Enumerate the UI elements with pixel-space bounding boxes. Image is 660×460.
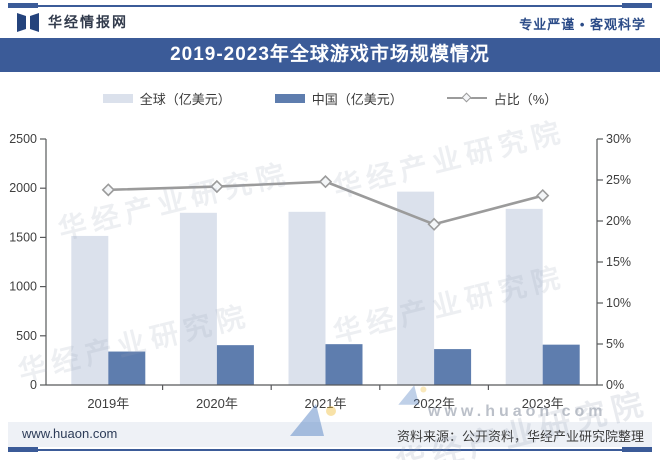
svg-text:2019年: 2019年 (87, 396, 129, 411)
footer-bar (8, 422, 652, 447)
svg-text:2021年: 2021年 (305, 396, 347, 411)
ratio-marker-diamond-icon (427, 217, 441, 231)
global-bar-swatch (102, 93, 133, 103)
legend-item-ratio: 占比（%） (446, 89, 558, 108)
top-border-line (8, 5, 652, 7)
page-title: 2019-2023年全球游戏市场规模情况 (170, 44, 490, 65)
svg-text:15%: 15% (606, 255, 631, 269)
border-cap (622, 3, 652, 8)
title-banner: 2019-2023年全球游戏市场规模情况 (0, 38, 660, 72)
legend-item-china: 中国（亿美元） (274, 89, 403, 108)
legend-label: 中国（亿美元） (311, 91, 403, 107)
svg-text:1000: 1000 (9, 280, 37, 294)
chart-canvas: 0 500 1000 1500 2000 2500 0% 5% 10% 15% 20% 25% 30% 2… (9, 132, 631, 411)
legend-label: 占比（%） (493, 91, 558, 107)
chart-legend: 全球（亿美元） 中国（亿美元） 占比（%） (0, 86, 660, 110)
svg-text:2023年: 2023年 (522, 396, 564, 411)
footer-source-note: 资料来源：公开资料，华经产业研究院整理 (396, 429, 644, 444)
svg-text:30%: 30% (606, 132, 631, 146)
border-cap (8, 447, 38, 452)
svg-text:2022年: 2022年 (413, 396, 455, 411)
tagline: 专业严谨 • 客观科学 (519, 17, 646, 32)
svg-text:10%: 10% (606, 296, 631, 310)
left-axis-labels: 0 500 1000 1500 2000 2500 (9, 132, 46, 392)
svg-text:0: 0 (30, 378, 37, 392)
border-cap (8, 3, 38, 8)
svg-text:20%: 20% (606, 214, 631, 228)
svg-text:5%: 5% (606, 337, 624, 351)
svg-text:1500: 1500 (9, 230, 37, 244)
bottom-border-line (8, 449, 652, 451)
svg-text:2020年: 2020年 (196, 396, 238, 411)
ratio-marker-diamond-icon (101, 183, 115, 197)
ratio-marker-diamond-icon (318, 175, 333, 189)
x-axis-labels: 2019年 2020年 2021年 2022年 2023年 (87, 396, 563, 411)
svg-text:0%: 0% (606, 378, 624, 392)
svg-text:2000: 2000 (9, 181, 37, 195)
svg-text:2500: 2500 (9, 132, 37, 146)
border-cap (622, 447, 652, 452)
ratio-line-marker-icon (446, 92, 487, 103)
ratio-marker-diamond-icon (210, 179, 224, 194)
svg-text:500: 500 (16, 329, 37, 343)
right-axis-labels: 0% 5% 10% 15% 20% 25% 30% (597, 132, 631, 392)
legend-item-global: 全球（亿美元） (102, 89, 231, 108)
china-bar-swatch (274, 93, 305, 103)
ratio-line (101, 175, 550, 231)
huajing-logo-icon (16, 11, 40, 33)
brand-header: 华经情报网 (16, 11, 128, 33)
legend-label: 全球（亿美元） (139, 91, 231, 107)
footer-site-url: www.huaon.com (22, 426, 118, 441)
bars-china (108, 344, 580, 385)
ratio-marker-diamond-icon (536, 188, 550, 203)
brand-name: 华经情报网 (48, 14, 128, 30)
svg-text:25%: 25% (606, 173, 631, 187)
